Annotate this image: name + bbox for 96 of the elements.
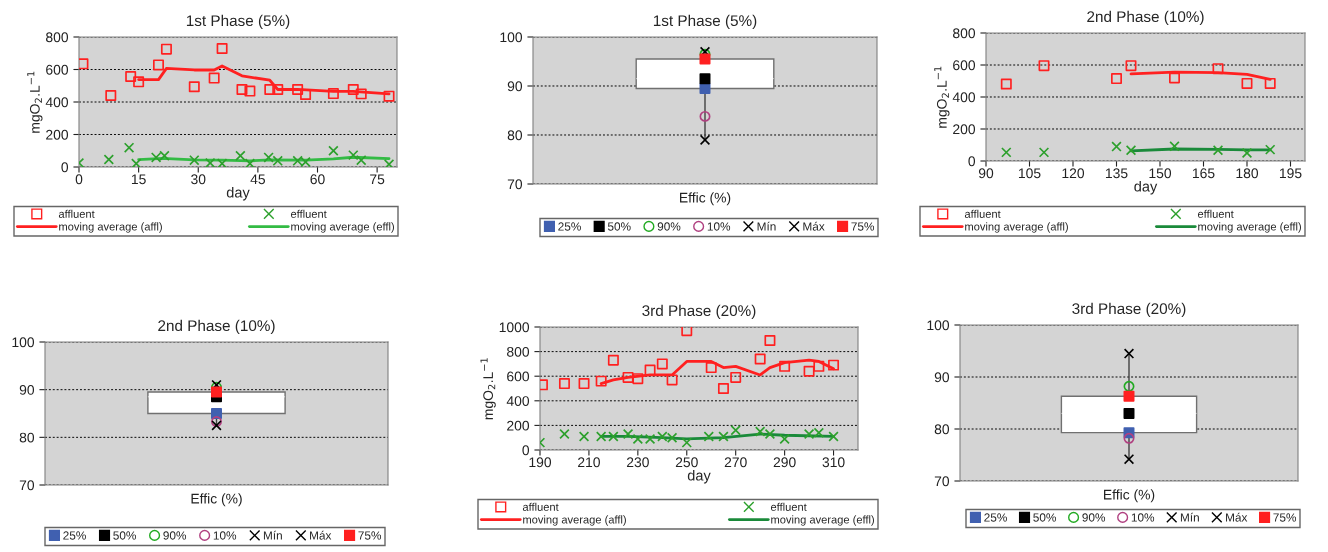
- y-axis-title: mgO$_{2}$.L$^{−1}$: [480, 358, 496, 420]
- y-tick-label: 90: [934, 372, 950, 383]
- legend-label: effluent: [290, 209, 327, 218]
- legend-label: 25%: [984, 513, 1007, 522]
- x-tick-label: Effic (%): [191, 493, 242, 507]
- y-tick-label: 400: [45, 97, 69, 108]
- legend-label: affluent: [964, 209, 1001, 218]
- x-tick-label: Effic (%): [1104, 489, 1155, 503]
- x-tick-label: 190: [529, 457, 552, 468]
- chart-title: 2nd Phase (10%): [158, 319, 275, 335]
- legend-label: moving average (affl): [965, 222, 1068, 233]
- x-axis-title: day: [687, 469, 711, 484]
- y-tick-label: 100: [12, 337, 35, 348]
- legend-label: Máx: [310, 530, 332, 540]
- y-tick-label: 0: [522, 445, 530, 456]
- y-tick-label: 400: [506, 396, 530, 406]
- y-tick-label: 400: [952, 92, 976, 103]
- y-tick-label: 200: [46, 129, 69, 140]
- legend-label: 50%: [607, 222, 631, 231]
- chart-title: 1st Phase (5%): [653, 14, 757, 30]
- y-tick-label: 70: [934, 476, 950, 487]
- legend-label: 75%: [358, 531, 382, 540]
- legend-label: 90%: [657, 222, 681, 231]
- legend-label: 75%: [851, 222, 875, 231]
- y-tick-label: 200: [953, 124, 976, 135]
- legend-label: 50%: [1033, 513, 1056, 522]
- legend-label: moving average (affl): [59, 222, 162, 233]
- y-tick-label: 1000: [499, 322, 530, 333]
- y-tick-label: 200: [507, 420, 530, 431]
- legend-label: Máx: [1226, 512, 1248, 522]
- chart-title: 3rd Phase (20%): [642, 304, 756, 320]
- legend-label: moving average (effl): [291, 222, 394, 233]
- y-tick-label: 90: [19, 385, 35, 395]
- legend-label: Mín: [1180, 512, 1199, 522]
- x-tick-label: 30: [191, 174, 206, 185]
- y-tick-label: 800: [46, 32, 69, 43]
- y-tick-label: 80: [19, 432, 35, 443]
- y-tick-label: 0: [968, 156, 976, 167]
- chart-title: 2nd Phase (10%): [1087, 10, 1204, 26]
- y-tick-label: 600: [953, 60, 976, 71]
- x-tick-label: 90: [978, 168, 994, 179]
- y-tick-label: 80: [934, 424, 950, 435]
- legend-label: 10%: [1131, 513, 1155, 522]
- x-tick-label: 195: [1279, 168, 1302, 179]
- y-tick-label: 80: [507, 130, 523, 141]
- x-tick-label: 15: [131, 174, 146, 185]
- x-tick-label: 165: [1192, 168, 1215, 179]
- y-tick-label: 90: [507, 81, 523, 92]
- x-tick-label: 75: [370, 174, 385, 185]
- legend-label: 90%: [163, 531, 187, 540]
- y-tick-label: 100: [500, 32, 523, 43]
- legend-label: 10%: [707, 222, 731, 231]
- legend-label: Máx: [803, 221, 825, 231]
- x-tick-label: Effic (%): [680, 192, 731, 206]
- legend-label: 90%: [1082, 513, 1106, 522]
- legend-label: moving average (affl): [523, 515, 626, 526]
- x-tick-label: 250: [675, 457, 698, 468]
- x-tick-label: 290: [773, 457, 796, 468]
- x-tick-label: 60: [310, 174, 325, 185]
- x-tick-label: 210: [578, 457, 600, 468]
- legend-label: effluent: [770, 502, 807, 511]
- x-tick-label: 45: [250, 174, 266, 185]
- legend-label: Mín: [757, 221, 776, 231]
- y-tick-label: 70: [507, 179, 523, 190]
- chart-title: 3rd Phase (20%): [1072, 302, 1186, 318]
- y-tick-label: 800: [953, 28, 976, 39]
- x-tick-label: 120: [1062, 168, 1085, 179]
- x-tick-label: 310: [822, 457, 845, 468]
- y-tick-label: 600: [507, 371, 530, 382]
- legend-label: moving average (effl): [771, 515, 874, 526]
- x-tick-label: 135: [1105, 168, 1128, 179]
- x-tick-label: 150: [1149, 168, 1172, 179]
- y-axis-title: mgO$_{2}$.L$^{−1}$: [27, 71, 43, 133]
- chart-title: 1st Phase (5%): [186, 14, 290, 30]
- legend-label: affluent: [522, 502, 559, 511]
- legend-label: 50%: [113, 531, 136, 540]
- y-tick-label: 600: [46, 64, 69, 75]
- y-tick-label: 70: [19, 480, 35, 491]
- x-tick-label: 270: [724, 457, 747, 468]
- x-axis-title: day: [226, 186, 250, 201]
- y-axis-title: mgO$_{2}$.L$^{−1}$: [934, 66, 950, 128]
- x-tick-label: 0: [75, 174, 83, 185]
- x-tick-label: 230: [626, 457, 649, 468]
- y-tick-label: 100: [927, 320, 950, 331]
- legend-label: affluent: [58, 209, 95, 218]
- legend-label: 10%: [213, 531, 237, 540]
- x-tick-label: 105: [1018, 168, 1041, 179]
- legend-label: 25%: [558, 222, 581, 231]
- x-axis-title: day: [1134, 180, 1158, 195]
- legend-label: effluent: [1197, 209, 1234, 218]
- legend-label: 25%: [63, 531, 86, 540]
- legend-label: moving average (effl): [1198, 222, 1301, 233]
- x-tick-label: 180: [1236, 168, 1259, 179]
- legend-label: Mín: [263, 530, 282, 540]
- legend-label: 75%: [1273, 513, 1297, 522]
- y-tick-label: 800: [507, 346, 530, 357]
